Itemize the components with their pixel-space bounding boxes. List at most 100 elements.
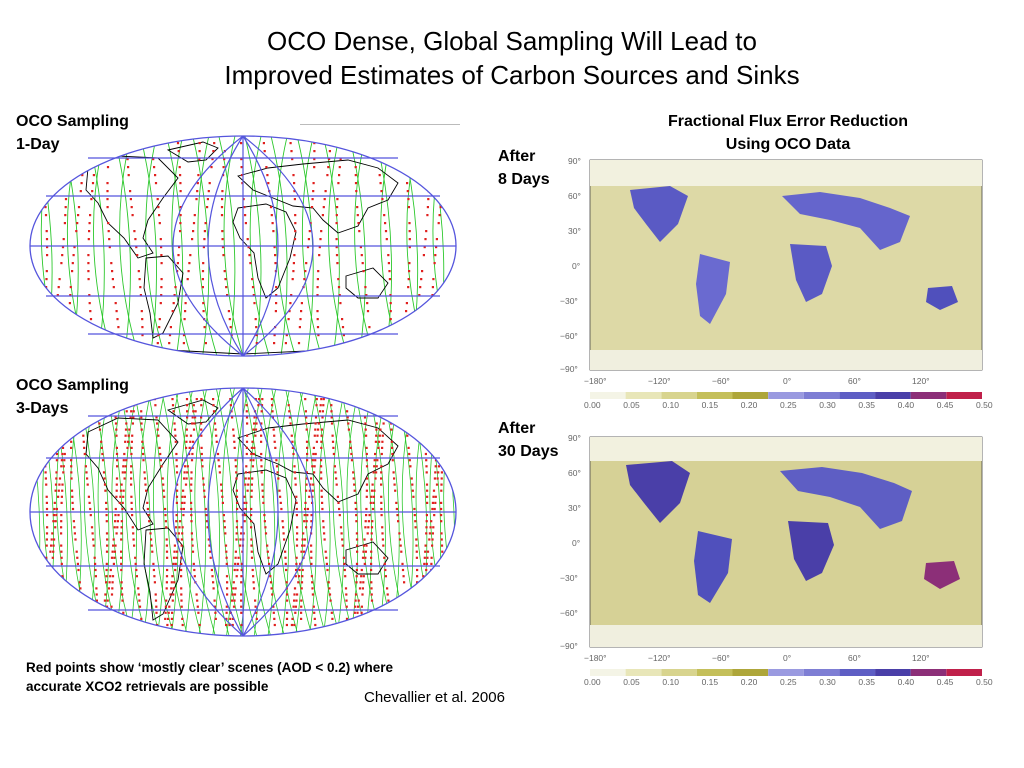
- colorbar-swatch: [803, 392, 840, 399]
- colorbar-label: 0.05: [623, 677, 640, 687]
- lat-tick: −30°: [560, 296, 578, 306]
- sa-flux-region: [694, 531, 732, 603]
- lat-tick: 90°: [568, 156, 581, 166]
- label-line: 8 Days: [498, 171, 550, 188]
- lon-tick: −120°: [648, 376, 671, 386]
- coastlines: [85, 399, 399, 621]
- colorbar-label: 0.20: [741, 400, 758, 410]
- label-line: 3-Days: [16, 400, 69, 417]
- colorbar-swatch: [661, 669, 697, 676]
- colorbar-label: 0.35: [858, 677, 875, 687]
- lon-tick-labels: −180° −120° −60° 0° 60° 120°: [584, 653, 930, 663]
- eurasia-flux-region: [782, 192, 910, 250]
- colorbar-swatch: [946, 669, 982, 676]
- lat-tick-labels: 90° 60° 30° 0° −30° −60° −90°: [560, 433, 581, 651]
- lat-tick: 30°: [568, 226, 581, 236]
- lon-tick: 60°: [848, 376, 861, 386]
- lat-tick: 0°: [572, 261, 580, 271]
- flux-map-30days: 90° 60° 30° 0° −30° −60° −90° −180° −120…: [560, 433, 993, 687]
- eurasia-flux-region: [780, 467, 912, 529]
- colorbar-swatch: [946, 392, 982, 399]
- colorbar-label: 0.30: [819, 400, 836, 410]
- graticule: [30, 387, 456, 637]
- lon-tick: 120°: [912, 653, 930, 663]
- lon-tick: −60°: [712, 653, 730, 663]
- lon-tick: 60°: [848, 653, 861, 663]
- globe-1day-map: [29, 135, 457, 357]
- antarctic-region: [590, 625, 982, 647]
- lon-tick: 0°: [783, 376, 791, 386]
- sa-flux-region: [696, 254, 730, 324]
- label-line: After: [498, 148, 536, 165]
- lon-tick: −60°: [712, 376, 730, 386]
- oco-sampling-1day-label: OCO Sampling 1-Day: [16, 110, 129, 156]
- lat-tick: 0°: [572, 538, 580, 548]
- colorbar-swatch: [875, 392, 911, 399]
- lon-tick-labels: −180° −120° −60° 0° 60° 120°: [584, 376, 930, 386]
- australia-flux-region: [924, 561, 960, 589]
- title-line-2: Improved Estimates of Carbon Sources and…: [224, 60, 800, 90]
- lon-tick: 0°: [783, 653, 791, 663]
- lat-tick: −90°: [560, 364, 578, 374]
- colorbar-label: 0.25: [780, 400, 797, 410]
- colorbar-swatch: [696, 669, 733, 676]
- colorbar-swatch: [910, 669, 947, 676]
- footnote-line: Red points show ‘mostly clear’ scenes (A…: [26, 660, 393, 675]
- flux-map-8days: 90° 60° 30° 0° −30° −60° −90° −180° −120…: [560, 156, 993, 410]
- after-8-days-label: After 8 Days: [498, 145, 550, 191]
- citation: Chevallier et al. 2006: [364, 689, 505, 706]
- label-line: After: [498, 420, 536, 437]
- colorbar-swatch: [625, 669, 662, 676]
- graticule: [30, 135, 456, 357]
- land-regions: [590, 437, 982, 647]
- colorbar-swatch: [732, 669, 769, 676]
- label-line: OCO Sampling: [16, 377, 129, 394]
- label-line: 30 Days: [498, 443, 559, 460]
- lat-tick: 90°: [568, 433, 581, 443]
- africa-flux-region: [790, 244, 832, 302]
- colorbar-label: 0.30: [819, 677, 836, 687]
- colorbar-swatch: [803, 669, 840, 676]
- colorbar-label: 0.25: [780, 677, 797, 687]
- colorbar-label: 0.10: [662, 400, 679, 410]
- colorbar-swatch: [590, 392, 626, 399]
- arctic-region: [590, 437, 982, 461]
- lon-tick: 120°: [912, 376, 930, 386]
- colorbar: 0.00 0.05 0.10 0.15 0.20 0.25 0.30 0.35 0.40 0.45…: [584, 669, 993, 687]
- globe-outline: [29, 135, 457, 357]
- colorbar-label: 0.40: [898, 400, 915, 410]
- lon-tick: −180°: [584, 653, 607, 663]
- lat-tick: 60°: [568, 191, 581, 201]
- lat-tick: −30°: [560, 573, 578, 583]
- colorbar-swatch: [768, 392, 804, 399]
- colorbar-label: 0.45: [937, 677, 954, 687]
- slide-title: OCO Dense, Global Sampling Will Lead to …: [0, 24, 1024, 92]
- colorbar-label: 0.00: [584, 400, 601, 410]
- colorbar-swatch: [590, 669, 626, 676]
- after-30-days-label: After 30 Days: [498, 417, 559, 463]
- antarctic-region: [590, 350, 982, 370]
- colorbar: 0.00 0.05 0.10 0.15 0.20 0.25 0.30 0.35 0.40 0.45…: [584, 392, 993, 410]
- lon-tick: −120°: [648, 653, 671, 663]
- colorbar-label: 0.40: [898, 677, 915, 687]
- lat-tick: 60°: [568, 468, 581, 478]
- colorbar-swatch: [910, 392, 947, 399]
- colorbar-label: 0.10: [662, 677, 679, 687]
- africa-flux-region: [788, 521, 834, 581]
- colorbar-label: 0.35: [858, 400, 875, 410]
- footnote-line: accurate XCO2 retrievals are possible: [26, 679, 269, 694]
- colorbar-swatch: [625, 392, 662, 399]
- oco-sampling-3days-label: OCO Sampling 3-Days: [16, 374, 129, 420]
- colorbar-swatch: [839, 669, 876, 676]
- colorbar-label: 0.50: [976, 677, 993, 687]
- colorbar-label: 0.20: [741, 677, 758, 687]
- title-line: Fractional Flux Error Reduction: [667, 113, 909, 130]
- colorbar-label: 0.15: [702, 677, 719, 687]
- lat-tick: 30°: [568, 503, 581, 513]
- colorbar-swatch: [696, 392, 733, 399]
- colorbar-swatch: [875, 669, 911, 676]
- colorbar-label: 0.15: [702, 400, 719, 410]
- colorbar-label: 0.05: [623, 400, 640, 410]
- footnote: Red points show ‘mostly clear’ scenes (A…: [26, 658, 393, 696]
- na-flux-region: [626, 461, 690, 523]
